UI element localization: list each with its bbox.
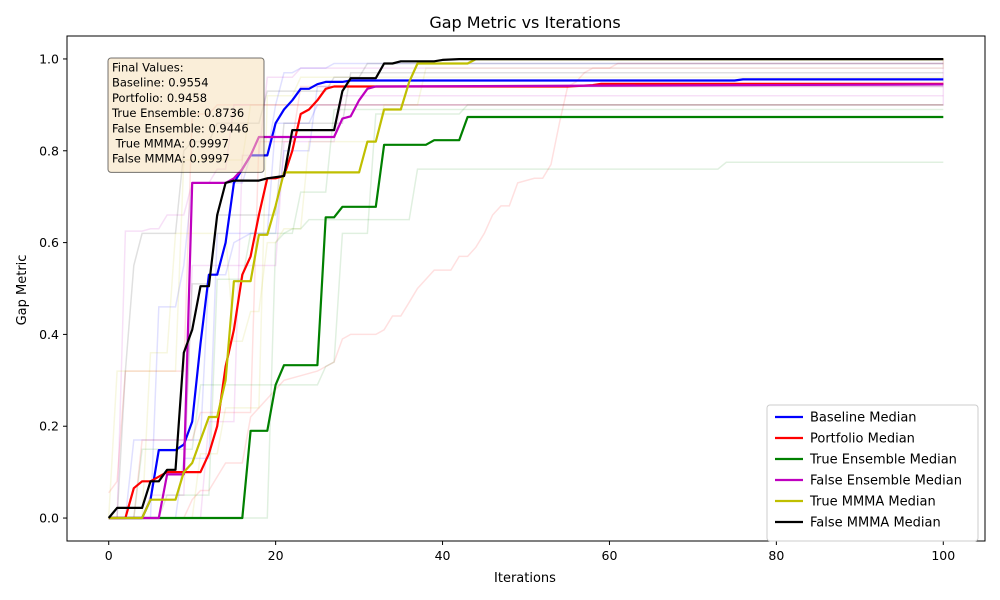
background-run-line-13 bbox=[108, 59, 945, 519]
x-tick-label: 80 bbox=[768, 548, 784, 563]
chart-title: Gap Metric vs Iterations bbox=[429, 13, 620, 32]
y-tick-label: 0.8 bbox=[39, 143, 59, 158]
annotation-background bbox=[107, 57, 265, 173]
x-tick-label: 100 bbox=[931, 548, 955, 563]
legend-entry: False Ensemble Median bbox=[810, 474, 962, 489]
y-axis-label: Gap Metric bbox=[15, 255, 30, 326]
y-tick-label: 1.0 bbox=[39, 51, 59, 66]
legend-entry: True MMMA Median bbox=[809, 495, 936, 510]
background-run-line-2 bbox=[108, 104, 944, 519]
annotation-line: Portfolio: 0.9458 bbox=[112, 91, 207, 105]
annotation-line: True Ensemble: 0.8736 bbox=[111, 106, 244, 120]
x-tick-label: 20 bbox=[268, 548, 284, 563]
y-tick-label: 0.4 bbox=[39, 327, 59, 342]
background-run-line-15 bbox=[108, 76, 944, 519]
annotation-line: False MMMA: 0.9997 bbox=[112, 152, 230, 166]
series-line-false-mmma-median bbox=[107, 58, 944, 519]
annotation-line: Baseline: 0.9554 bbox=[112, 76, 209, 90]
legend-entry: False MMMA Median bbox=[810, 516, 941, 531]
final-values-annotation: Final Values:Baseline: 0.9554Portfolio: … bbox=[107, 57, 265, 173]
y-axis-ticks: 0.0 0.2 0.4 0.6 0.8 1.0 bbox=[39, 51, 67, 526]
series-line-true-ensemble-median bbox=[108, 115, 944, 520]
annotation-line: True MMMA: 0.9997 bbox=[112, 137, 229, 151]
legend-entry: True Ensemble Median bbox=[809, 453, 957, 468]
background-run-line-5 bbox=[108, 62, 944, 519]
legend-entry: Portfolio Median bbox=[810, 432, 915, 447]
legend-entry: Baseline Median bbox=[810, 411, 917, 426]
y-tick-label: 0.6 bbox=[39, 235, 59, 250]
background-run-line-8 bbox=[108, 104, 944, 519]
y-tick-label: 0.2 bbox=[39, 419, 59, 434]
x-axis-label: Iterations bbox=[494, 571, 556, 586]
x-tick-label: 60 bbox=[602, 548, 618, 563]
background-run-line-6 bbox=[108, 85, 944, 519]
legend: Baseline Median Portfolio Median True Ense… bbox=[766, 404, 979, 542]
x-axis-ticks: 0 20 40 60 80 100 bbox=[105, 541, 955, 563]
annotation-line: False Ensemble: 0.9446 bbox=[112, 121, 249, 135]
x-tick-label: 0 bbox=[105, 548, 113, 563]
series-line-portfolio-median bbox=[108, 82, 944, 520]
background-run-line-7 bbox=[108, 161, 944, 519]
x-tick-label: 40 bbox=[435, 548, 451, 563]
plot-frame bbox=[66, 35, 986, 542]
y-tick-label: 0.0 bbox=[39, 511, 59, 526]
legend-frame bbox=[766, 404, 979, 542]
series-line-true-mmma-median bbox=[108, 58, 944, 520]
annotation-line: Final Values: bbox=[112, 61, 184, 75]
